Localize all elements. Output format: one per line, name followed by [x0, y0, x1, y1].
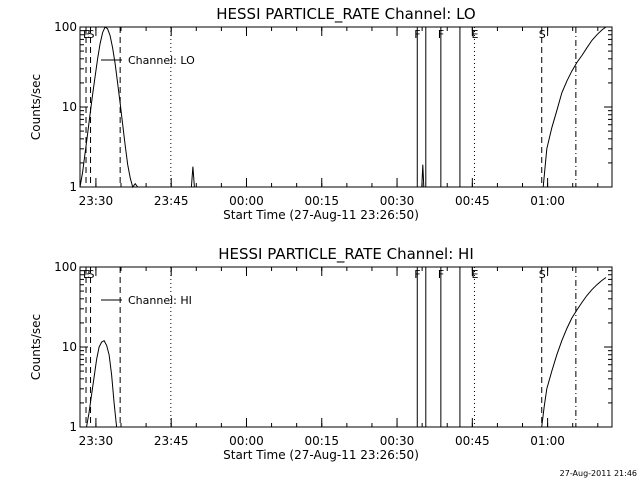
- legend-label: Channel: LO: [128, 54, 195, 67]
- event-label: E: [83, 268, 90, 281]
- event-label: F: [414, 28, 420, 41]
- series-line: [86, 340, 118, 428]
- plot-frame: [79, 26, 613, 188]
- chart-title: HESSI PARTICLE_RATE Channel: LO: [216, 5, 475, 24]
- event-label: S: [539, 28, 546, 41]
- plot-frame: [79, 266, 613, 428]
- x-tick-label: 23:30: [79, 434, 114, 448]
- series-line-segment: [541, 277, 607, 428]
- x-tick-label: 00:00: [229, 434, 264, 448]
- footer-timestamp: 27-Aug-2011 21:46: [560, 469, 637, 478]
- series-line-segment: [190, 166, 195, 188]
- event-label: S: [539, 268, 546, 281]
- chart-panel-hi: HESSI PARTICLE_RATE Channel: HI 100 10 1 Cou…: [29, 245, 613, 462]
- y-tick-label: 100: [54, 260, 77, 274]
- event-label: E: [471, 268, 478, 281]
- event-label: F: [414, 268, 420, 281]
- chart-title: HESSI PARTICLE_RATE Channel: HI: [218, 245, 474, 264]
- x-tick-label: 00:30: [380, 194, 415, 208]
- event-label: S: [88, 268, 95, 281]
- series-line-segment: [542, 26, 607, 188]
- y-tick-label: 10: [62, 100, 77, 114]
- x-tick-label: 01:00: [530, 434, 565, 448]
- series-line: [79, 26, 141, 189]
- x-tick-label: 01:00: [530, 194, 565, 208]
- y-tick-label: 1: [69, 420, 77, 434]
- x-tick-label: 23:45: [154, 194, 189, 208]
- x-tick-label: 00:00: [229, 194, 264, 208]
- y-tick-label: 100: [54, 20, 77, 34]
- y-tick-label: 1: [69, 180, 77, 194]
- x-tick-label: 00:15: [304, 434, 339, 448]
- event-label: F: [438, 268, 444, 281]
- x-tick-label: 00:45: [455, 194, 490, 208]
- event-label: F: [438, 28, 444, 41]
- x-tick-label: 23:30: [79, 194, 114, 208]
- series-line-segment: [421, 164, 425, 188]
- y-tick-label: 10: [62, 340, 77, 354]
- event-label: S: [88, 28, 95, 41]
- y-axis-label: Counts/sec: [29, 74, 43, 140]
- x-tick-label: 23:45: [154, 434, 189, 448]
- x-tick-label: 00:15: [304, 194, 339, 208]
- x-tick-label: 00:45: [455, 434, 490, 448]
- x-axis-label: Start Time (27-Aug-11 23:26:50): [223, 448, 419, 462]
- y-axis-label: Counts/sec: [29, 314, 43, 380]
- legend-label: Channel: HI: [128, 294, 192, 307]
- event-label: E: [471, 28, 478, 41]
- event-label: E: [83, 28, 90, 41]
- x-axis-label: Start Time (27-Aug-11 23:26:50): [223, 208, 419, 222]
- x-tick-label: 00:30: [380, 434, 415, 448]
- chart-panel-lo: HESSI PARTICLE_RATE Channel: LO 100 10 1 Cou…: [29, 5, 613, 222]
